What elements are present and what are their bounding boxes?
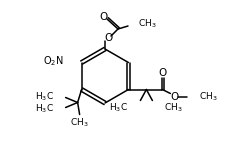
Text: CH$_3$: CH$_3$	[138, 18, 157, 30]
Text: H$_3$C: H$_3$C	[35, 90, 54, 103]
Text: CH$_3$: CH$_3$	[199, 90, 218, 103]
Text: CH$_3$: CH$_3$	[164, 101, 183, 114]
Text: O$_2$N: O$_2$N	[43, 55, 64, 68]
Text: O: O	[99, 12, 107, 22]
Text: H$_3$C: H$_3$C	[35, 102, 54, 115]
Text: CH$_3$: CH$_3$	[70, 116, 89, 129]
Text: O: O	[170, 92, 179, 102]
Text: H$_3$C: H$_3$C	[109, 101, 128, 114]
Text: O: O	[104, 33, 113, 43]
Text: O: O	[158, 68, 167, 79]
